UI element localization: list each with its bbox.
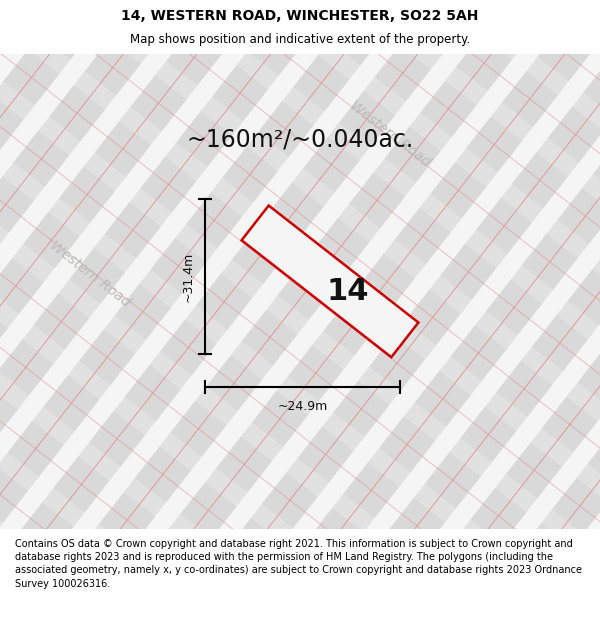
Polygon shape	[0, 0, 600, 569]
Polygon shape	[0, 0, 600, 555]
Polygon shape	[0, 0, 569, 625]
Polygon shape	[0, 0, 600, 524]
Polygon shape	[0, 238, 600, 625]
Polygon shape	[83, 0, 600, 625]
Polygon shape	[0, 115, 600, 625]
Text: ~160m²/~0.040ac.: ~160m²/~0.040ac.	[187, 127, 413, 151]
Polygon shape	[0, 192, 600, 625]
Text: 14: 14	[327, 277, 369, 306]
Polygon shape	[0, 0, 432, 625]
Polygon shape	[0, 0, 355, 625]
Polygon shape	[0, 0, 600, 509]
Polygon shape	[0, 0, 523, 625]
Polygon shape	[0, 0, 583, 625]
Polygon shape	[0, 0, 600, 601]
Polygon shape	[206, 0, 600, 625]
Polygon shape	[0, 0, 478, 625]
Polygon shape	[0, 0, 446, 625]
Polygon shape	[242, 206, 418, 358]
Text: 14, WESTERN ROAD, WINCHESTER, SO22 5AH: 14, WESTERN ROAD, WINCHESTER, SO22 5AH	[121, 9, 479, 23]
Text: Contains OS data © Crown copyright and database right 2021. This information is : Contains OS data © Crown copyright and d…	[15, 539, 582, 589]
Polygon shape	[0, 101, 600, 625]
Polygon shape	[0, 69, 600, 625]
Polygon shape	[0, 0, 600, 464]
Polygon shape	[0, 24, 600, 625]
Polygon shape	[0, 0, 386, 625]
Text: Western Road: Western Road	[47, 239, 133, 310]
Polygon shape	[129, 0, 600, 625]
Polygon shape	[0, 0, 400, 625]
Polygon shape	[0, 146, 600, 625]
Polygon shape	[0, 0, 538, 625]
Text: Map shows position and indicative extent of the property.: Map shows position and indicative extent…	[130, 34, 470, 46]
Polygon shape	[37, 0, 600, 625]
Polygon shape	[0, 0, 492, 625]
Polygon shape	[160, 0, 600, 625]
Polygon shape	[0, 0, 600, 418]
Polygon shape	[175, 0, 600, 625]
Polygon shape	[0, 0, 600, 432]
Polygon shape	[0, 0, 600, 478]
Polygon shape	[115, 0, 600, 625]
Polygon shape	[0, 0, 600, 386]
Text: Western Road: Western Road	[347, 99, 433, 170]
Polygon shape	[0, 55, 600, 625]
Polygon shape	[0, 161, 600, 625]
Polygon shape	[23, 0, 600, 625]
Polygon shape	[0, 206, 600, 625]
Text: ~31.4m: ~31.4m	[182, 252, 195, 302]
